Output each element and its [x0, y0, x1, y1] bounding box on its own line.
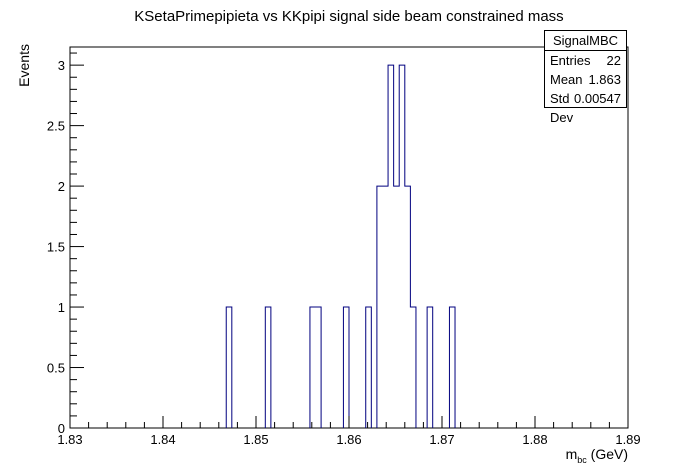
- x-tick-label: 1.86: [336, 432, 361, 447]
- histogram-bin-6: [377, 186, 388, 428]
- stats-entries-label: Entries: [550, 53, 591, 68]
- x-tick-label: 1.83: [57, 432, 82, 447]
- stats-title: SignalMBC: [545, 31, 626, 51]
- histogram-bin-8: [394, 186, 400, 428]
- x-tick-label: 1.88: [522, 432, 547, 447]
- stats-row-entries: Entries 22: [545, 51, 626, 70]
- histogram-bin-11: [410, 307, 416, 428]
- y-tick-label: 3: [58, 58, 65, 73]
- y-tick-label: 2: [58, 179, 65, 194]
- x-tick-label: 1.87: [429, 432, 454, 447]
- stats-box: SignalMBC Entries 22 Mean 1.863 Std Dev …: [544, 30, 627, 125]
- histogram-bin-2: [265, 307, 271, 428]
- y-tick-label: 2.5: [47, 119, 65, 134]
- histogram-bin-10: [405, 186, 411, 428]
- histogram-bin-5: [366, 307, 372, 428]
- y-tick-label: 0: [58, 421, 65, 436]
- x-tick-label: 1.89: [615, 432, 640, 447]
- stats-mean-value: 1.863: [588, 72, 621, 87]
- x-axis-label-main: m: [566, 446, 578, 462]
- histogram-bin-4: [343, 307, 349, 428]
- stats-stddev-label: Std Dev: [550, 91, 574, 125]
- y-axis-label: Events: [16, 44, 32, 87]
- histogram-bin-12: [427, 307, 433, 428]
- histogram-bin-3: [310, 307, 321, 428]
- x-tick-label: 1.84: [150, 432, 175, 447]
- stats-stddev-value: 0.00547: [574, 91, 621, 106]
- histogram-outline: [225, 64, 456, 428]
- histogram-bin-7: [388, 65, 394, 428]
- histogram-bin-1: [226, 307, 232, 428]
- y-tick-label: 1: [58, 300, 65, 315]
- y-tick-label: 0.5: [47, 361, 65, 376]
- x-axis-label: mbc (GeV): [566, 446, 628, 465]
- stats-entries-value: 22: [606, 53, 621, 68]
- stats-mean-label: Mean: [550, 72, 583, 87]
- x-axis-label-unit: (GeV): [587, 446, 628, 462]
- x-tick-label: 1.85: [243, 432, 268, 447]
- histogram-bin-9: [399, 65, 405, 428]
- y-tick-label: 1.5: [47, 240, 65, 255]
- stats-row-stddev: Std Dev 0.00547: [545, 89, 626, 125]
- histogram-bin-13: [449, 307, 455, 428]
- chart-title: KSetaPrimepipieta vs KKpipi signal side …: [134, 8, 563, 25]
- x-axis-label-subscript: bc: [577, 455, 587, 465]
- stats-row-mean: Mean 1.863: [545, 70, 626, 89]
